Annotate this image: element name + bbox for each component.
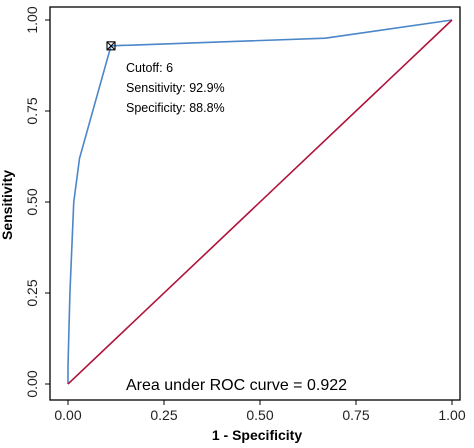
x-tick-label: 0.75 [342, 407, 369, 423]
roc-curve [67, 19, 453, 384]
x-tick-label: 1.00 [438, 407, 465, 423]
series-layer [67, 19, 453, 385]
y-axis-title: Sensitivity [0, 170, 15, 240]
x-axis: 0.00 0.25 0.50 0.75 1.00 [54, 400, 466, 423]
auc-label: Area under ROC curve = 0.922 [126, 377, 347, 394]
y-tick-label: 0.00 [24, 370, 40, 397]
x-axis-title: 1 - Specificity [212, 427, 302, 443]
marker-cross [106, 41, 116, 51]
y-tick-label: 0.50 [24, 188, 40, 215]
x-tick-label: 0.00 [54, 407, 81, 423]
annotation-specificity: Specificity: 88.8% [126, 101, 225, 115]
y-tick-label: 0.75 [24, 97, 40, 124]
cutoff-marker [106, 41, 116, 51]
annotation-sensitivity: Sensitivity: 92.9% [126, 81, 225, 95]
x-tick-label: 0.50 [246, 407, 273, 423]
marker-box [106, 41, 116, 51]
plot-frame [49, 6, 461, 401]
y-axis: 0.00 0.25 0.50 0.75 1.00 [24, 6, 50, 398]
annotation-cutoff: Cutoff: 6 [126, 61, 173, 75]
y-tick-label: 1.00 [24, 6, 40, 33]
x-tick-label: 0.25 [150, 407, 177, 423]
reference-diagonal [67, 19, 453, 385]
y-tick-label: 0.25 [24, 279, 40, 306]
